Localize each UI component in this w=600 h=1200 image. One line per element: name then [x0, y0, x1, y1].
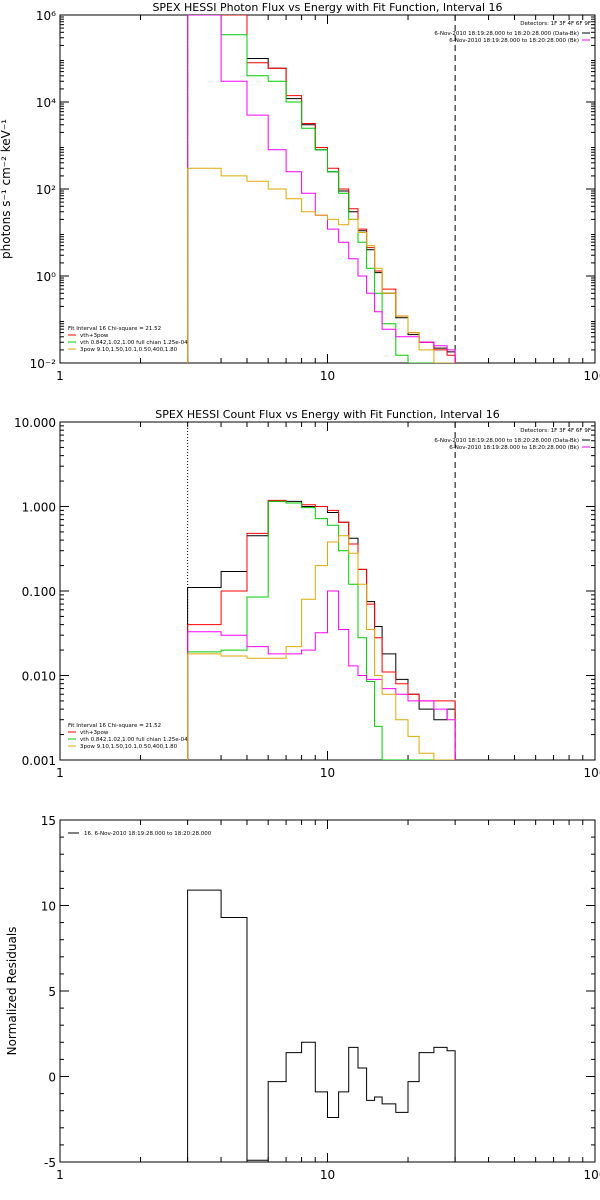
series-2-histogram [187, 499, 456, 760]
fit-info: Fit Interval 16 Chi-square = 21.52 [68, 723, 161, 729]
series-4-histogram [187, 590, 456, 760]
series-5-histogram [187, 535, 456, 760]
detectors-label: Detectors: 1F 3F 4F 6F 9F [520, 428, 591, 434]
time-range-label: 6-Nov-2010 18:19:28.000 to 18:20:28.000 … [449, 38, 579, 44]
x-tick-label: 10 [320, 369, 335, 383]
y-tick-label: 10.000 [14, 416, 56, 430]
chart-1: SPEX HESSI Photon Flux vs Energy with Fi… [0, 1, 600, 383]
y-tick-label: 5 [48, 985, 56, 999]
legend-entry: 16. 6-Nov-2010 18:19:28.000 to 18:20:28.… [84, 831, 212, 837]
legend-entry: vth+3pow [80, 333, 109, 339]
time-range-label: 6-Nov-2010 18:19:28.000 to 18:20:28.000 … [434, 438, 579, 444]
y-tick-label: 10⁶ [36, 9, 56, 23]
x-tick-label: 100 [584, 766, 600, 780]
series-2-histogram [187, 15, 456, 363]
y-axis-label: Normalized Residuals [5, 927, 19, 1056]
y-tick-label: 10 [41, 900, 56, 914]
y-tick-label: 10⁴ [36, 96, 56, 110]
y-tick-label: 0.001 [22, 754, 56, 768]
series-5-histogram [187, 167, 456, 363]
x-tick-label: 1 [56, 369, 64, 383]
series-3-histogram [187, 15, 456, 363]
time-range-label: 6-Nov-2010 18:19:28.000 to 18:20:28.000 … [449, 445, 579, 451]
chart-title: SPEX HESSI Photon Flux vs Energy with Fi… [152, 1, 502, 14]
y-tick-label: -5 [44, 1156, 56, 1170]
y-tick-label: 0.100 [22, 585, 56, 599]
chart-title: SPEX HESSI Count Flux vs Energy with Fit… [155, 408, 499, 421]
chart-3: 1 10 100 -5 0 5 10 15 Normalized Residuals 16. 6-… [5, 814, 600, 1182]
legend-entry: vth 0.842,1.02,1.00 full chian 1.25e-04 [80, 340, 188, 346]
x-tick-label: 100 [584, 369, 600, 383]
x-tick-label: 10 [320, 766, 335, 780]
x-tick-label: 1 [56, 1168, 64, 1182]
detectors-label: Detectors: 1F 3F 4F 6F 9F [520, 21, 591, 27]
series-4-histogram [187, 15, 456, 363]
x-tick-label: 1 [56, 766, 64, 780]
series-1-histogram [187, 15, 456, 363]
x-tick-label: 10 [320, 1168, 335, 1182]
legend-entry: vth+3pow [80, 730, 109, 736]
legend-entry: 3pow 9.10,1.50,10.1,0.50,400,1.80 [80, 347, 178, 353]
y-tick-label: 10² [36, 183, 56, 197]
plot-frame [59, 14, 596, 364]
y-tick-label: 10⁻² [30, 357, 57, 371]
fit-info: Fit Interval 16 Chi-square = 21.52 [68, 326, 161, 332]
y-tick-label: 15 [41, 814, 56, 828]
y-tick-label: 0 [48, 1071, 56, 1085]
time-range-label: 6-Nov-2010 18:19:28.000 to 18:20:28.000 … [434, 31, 579, 37]
legend-entry: vth 0.842,1.02,1.00 full chian 1.25e-04 [80, 737, 188, 743]
x-tick-label: 100 [584, 1168, 600, 1182]
series-1-histogram [187, 889, 456, 1162]
y-tick-label: 10⁰ [36, 270, 56, 284]
series-3-histogram [187, 500, 456, 760]
legend-entry: 3pow 9.10,1.50,10.1,0.50,400,1.80 [80, 744, 178, 750]
y-tick-label: 0.010 [22, 670, 56, 684]
y-axis-label: photons s⁻¹ cm⁻² keV⁻¹ [0, 119, 13, 259]
y-tick-label: 1.000 [22, 501, 56, 515]
chart-2: SPEX HESSI Count Flux vs Energy with Fit… [14, 408, 600, 780]
series-1-histogram [187, 500, 456, 760]
